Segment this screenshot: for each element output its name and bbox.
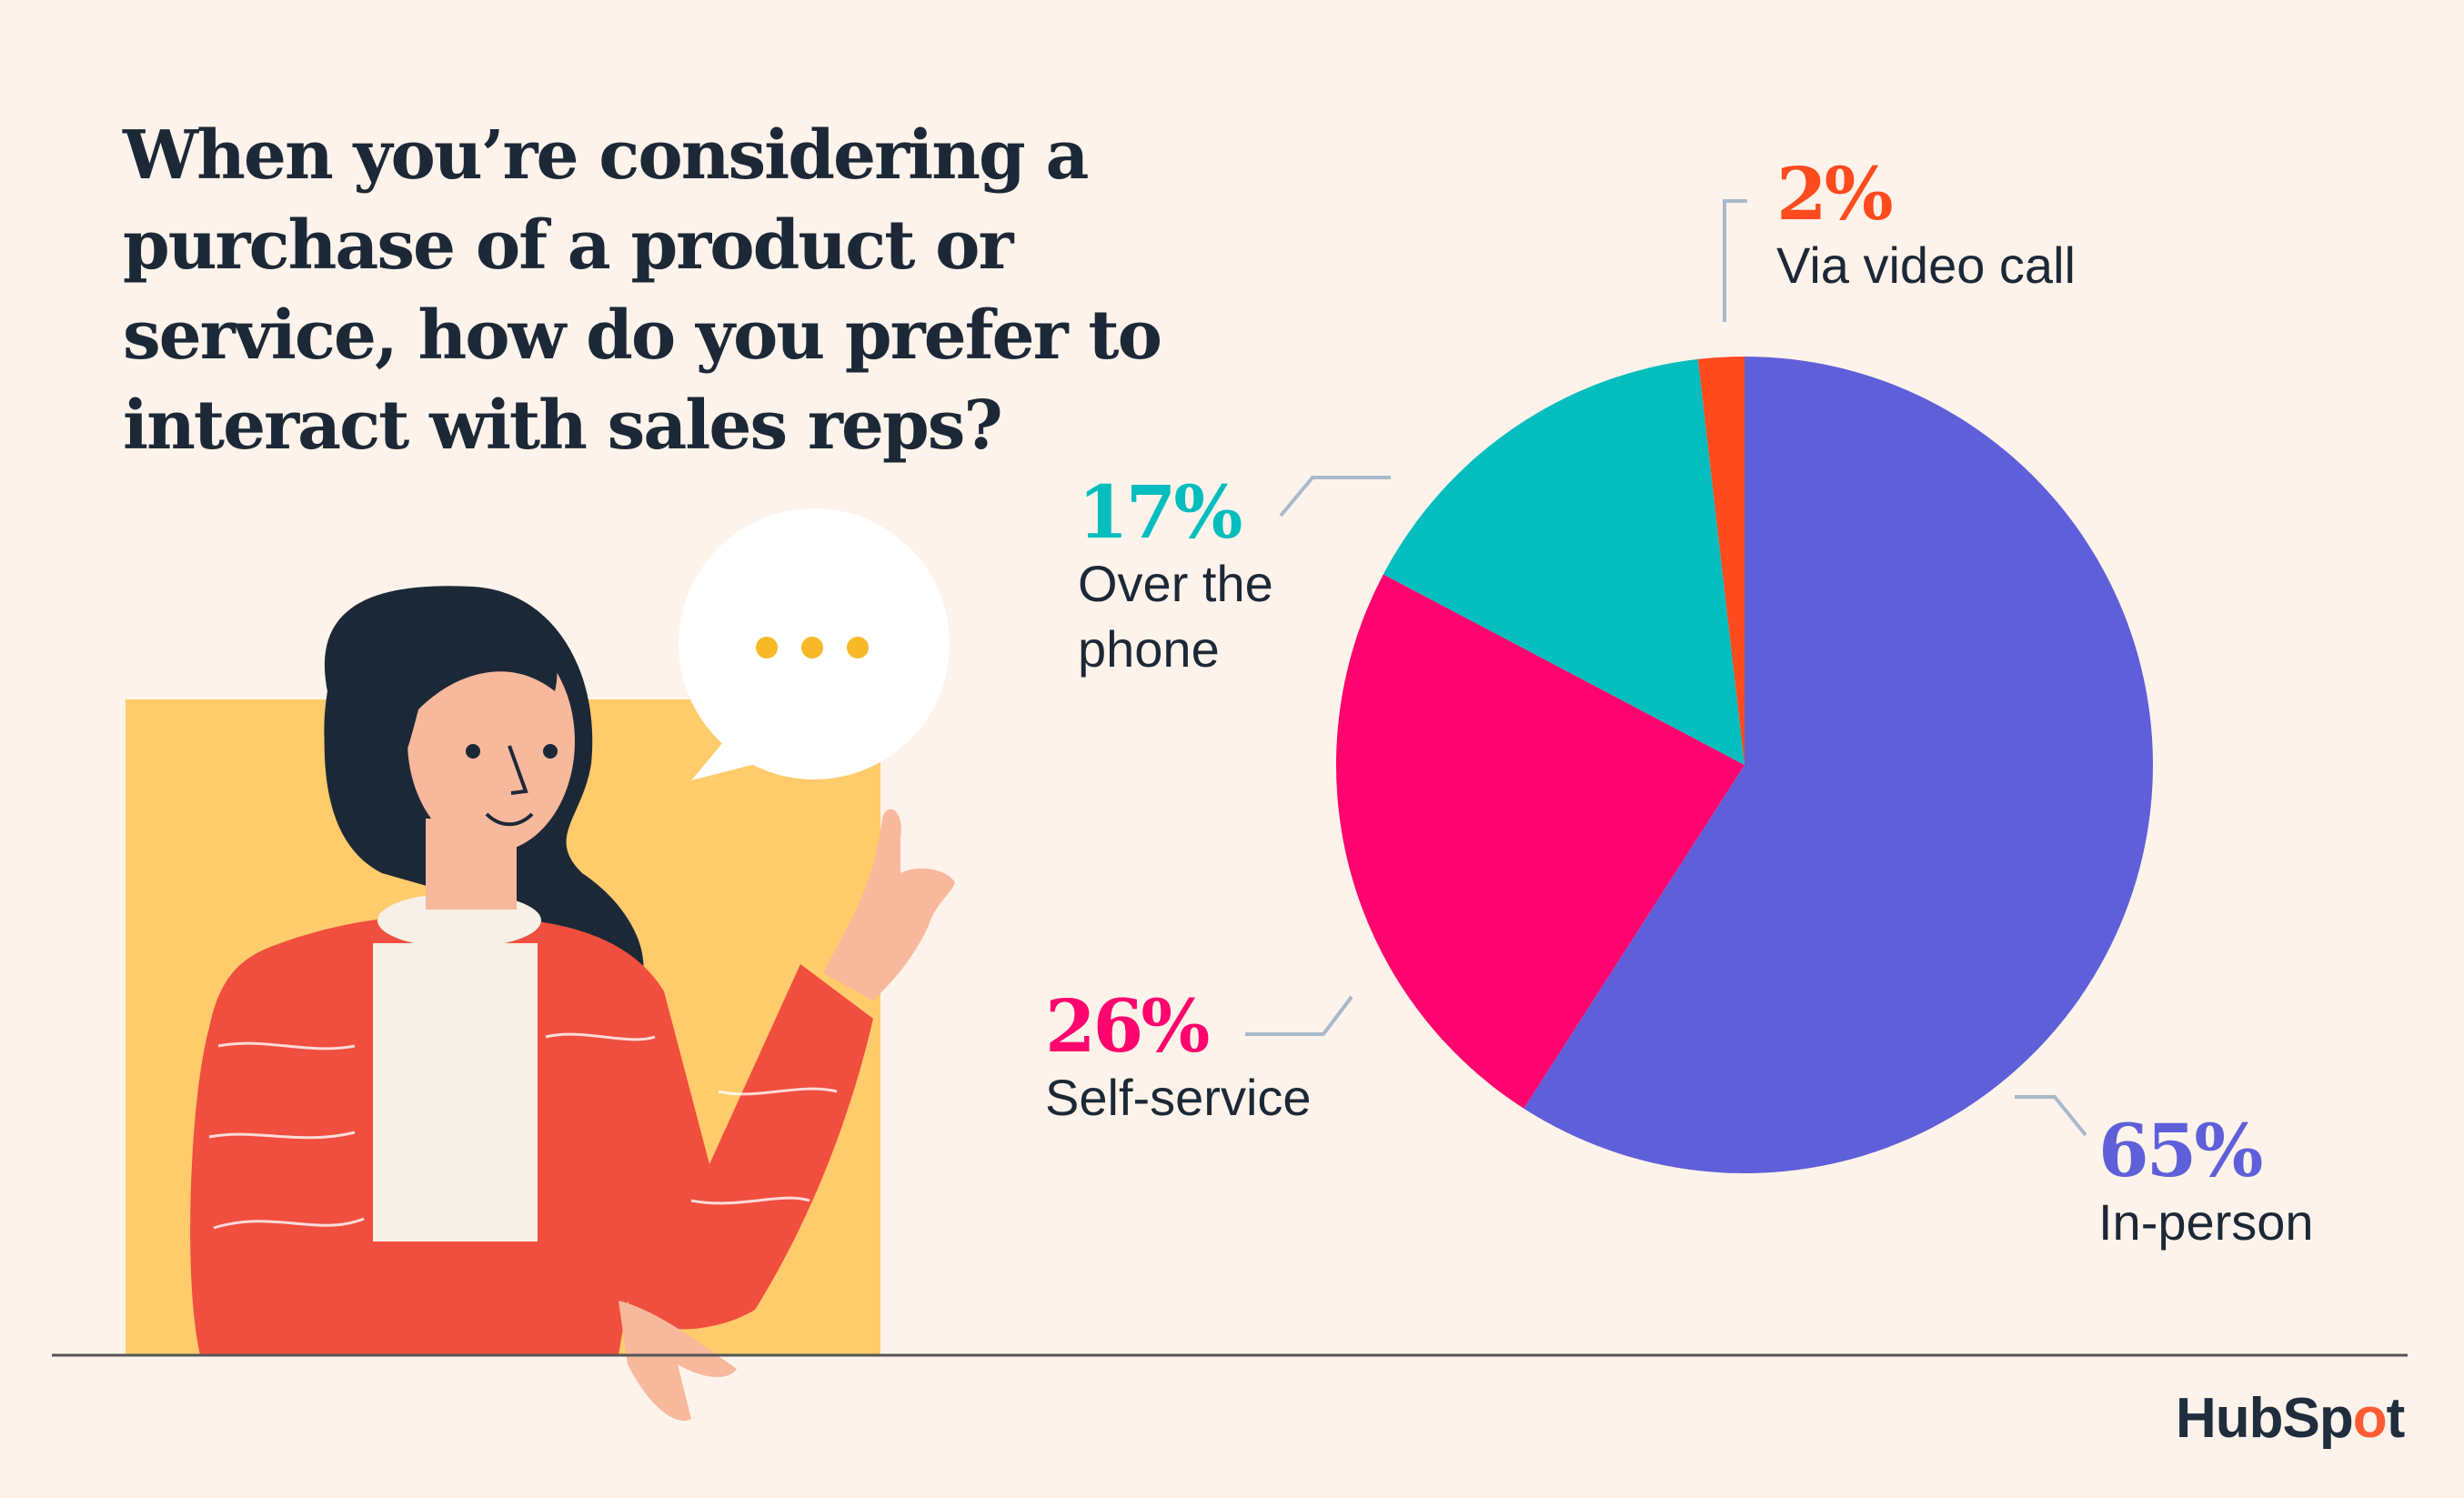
- category-label: Over the phone: [1078, 555, 1273, 678]
- label-video-call: 2% Via video call: [1776, 155, 2076, 298]
- category-label: Self-service: [1045, 1069, 1312, 1126]
- category-label: In-person: [2098, 1193, 2314, 1251]
- page-title: When you’re considering a purchase of a …: [123, 116, 1162, 465]
- value-label: 26%: [1045, 983, 1210, 1069]
- pie-slice-self-service: [1336, 574, 1745, 1109]
- hubspot-logo: HubSpot: [2176, 1386, 2406, 1451]
- category-label: Via video call: [1776, 236, 2076, 294]
- pie-chart: [1336, 357, 2154, 1173]
- label-in-person: 65% In-person: [2098, 1111, 2314, 1255]
- logo-sprocket-icon: o: [2352, 1387, 2388, 1450]
- leader-line-in-person: [2015, 1095, 2087, 1137]
- leader-line-phone: [1279, 476, 1391, 518]
- logo-text-end: t: [2386, 1387, 2406, 1450]
- logo-text: HubSp: [2176, 1387, 2354, 1450]
- speech-bubble-icon: [679, 508, 950, 780]
- value-label: 17%: [1078, 469, 1242, 555]
- label-phone: 17% Over the phone: [1078, 473, 1378, 682]
- woman-illustration: [126, 508, 955, 1421]
- pie-slice-via-video-call: [1697, 357, 1745, 765]
- leader-line-video-call: [1723, 199, 1747, 322]
- value-label: 65%: [2098, 1108, 2263, 1193]
- label-self-service: 26% Self-service: [1045, 987, 1312, 1131]
- value-label: 2%: [1776, 151, 1894, 236]
- pie-slice-over-the-phone: [1383, 358, 1745, 765]
- pie-slice-in-person: [1524, 357, 2154, 1173]
- leader-line-self-service: [1245, 995, 1353, 1036]
